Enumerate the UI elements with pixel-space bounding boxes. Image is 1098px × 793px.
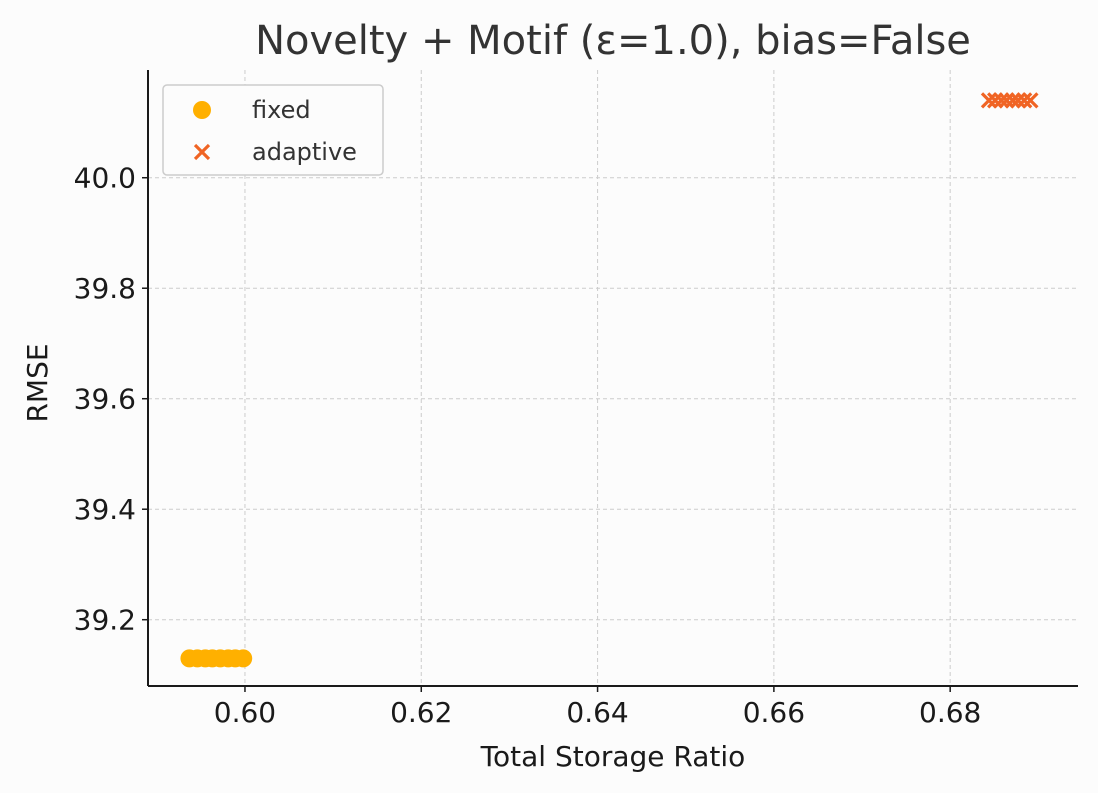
adaptive-point	[1009, 92, 1027, 109]
x-tick-label: 0.68	[919, 696, 981, 729]
x-tick-label: 0.64	[566, 696, 628, 729]
y-axis-label: RMSE	[21, 343, 54, 422]
fixed-point	[234, 649, 253, 668]
legend-label-adaptive: adaptive	[252, 138, 357, 166]
adaptive-point-stroke	[1009, 92, 1027, 109]
points-layer	[180, 92, 1039, 668]
axes-layer	[147, 70, 1078, 687]
chart-title: Novelty + Motif (ε=1.0), bias=False	[255, 18, 971, 64]
y-tick-label: 39.8	[74, 272, 136, 305]
adaptive-point-stroke	[980, 92, 998, 109]
x-axis-label: Total Storage Ratio	[480, 740, 746, 773]
legend-marker-adaptive-stroke	[193, 143, 211, 161]
legend-label-fixed: fixed	[252, 96, 311, 124]
adaptive-point-stroke	[1022, 92, 1039, 109]
x-tick-label: 0.60	[214, 696, 276, 729]
x-tick-label: 0.62	[390, 696, 452, 729]
y-tick-label: 39.6	[74, 383, 136, 416]
legend-marker-adaptive	[193, 143, 211, 161]
adaptive-point-stroke	[1016, 92, 1033, 109]
grid-layer	[148, 70, 1078, 686]
y-tick-label: 40.0	[74, 162, 136, 195]
adaptive-point	[1022, 92, 1039, 109]
legend-items: fixed adaptive	[193, 96, 357, 166]
ticks-layer: 0.60 0.62 0.64 0.66 0.68 39.2 39.4 39.6 39.8 40.0	[74, 162, 982, 729]
adaptive-point	[1016, 92, 1033, 109]
y-tick-label: 39.4	[74, 493, 136, 526]
adaptive-point	[980, 92, 998, 109]
x-tick-label: 0.66	[743, 696, 805, 729]
legend-frame	[162, 84, 384, 176]
legend: fixed adaptive	[162, 84, 384, 176]
y-tick-label: 39.2	[74, 604, 136, 637]
legend-marker-fixed	[193, 101, 211, 119]
